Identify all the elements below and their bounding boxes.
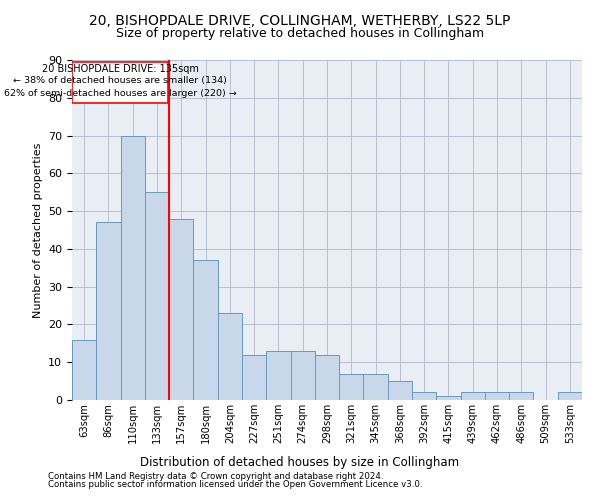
- Bar: [388, 381, 412, 400]
- Bar: [96, 222, 121, 400]
- Bar: [145, 192, 169, 400]
- Text: 20 BISHOPDALE DRIVE: 135sqm: 20 BISHOPDALE DRIVE: 135sqm: [41, 64, 199, 74]
- Bar: [218, 313, 242, 400]
- Bar: [290, 351, 315, 400]
- Text: Distribution of detached houses by size in Collingham: Distribution of detached houses by size …: [140, 456, 460, 469]
- Bar: [509, 392, 533, 400]
- Bar: [558, 392, 582, 400]
- Bar: [242, 354, 266, 400]
- Bar: [461, 392, 485, 400]
- Text: Contains public sector information licensed under the Open Government Licence v3: Contains public sector information licen…: [48, 480, 422, 489]
- Text: Contains HM Land Registry data © Crown copyright and database right 2024.: Contains HM Land Registry data © Crown c…: [48, 472, 383, 481]
- Bar: [266, 351, 290, 400]
- Text: 20, BISHOPDALE DRIVE, COLLINGHAM, WETHERBY, LS22 5LP: 20, BISHOPDALE DRIVE, COLLINGHAM, WETHER…: [89, 14, 511, 28]
- Y-axis label: Number of detached properties: Number of detached properties: [32, 142, 43, 318]
- Bar: [436, 396, 461, 400]
- Bar: [72, 62, 168, 104]
- Text: Size of property relative to detached houses in Collingham: Size of property relative to detached ho…: [116, 28, 484, 40]
- Bar: [364, 374, 388, 400]
- Bar: [169, 218, 193, 400]
- Bar: [412, 392, 436, 400]
- Text: 62% of semi-detached houses are larger (220) →: 62% of semi-detached houses are larger (…: [4, 88, 236, 98]
- Bar: [72, 340, 96, 400]
- Bar: [485, 392, 509, 400]
- Bar: [315, 354, 339, 400]
- Bar: [339, 374, 364, 400]
- Bar: [193, 260, 218, 400]
- Text: ← 38% of detached houses are smaller (134): ← 38% of detached houses are smaller (13…: [13, 76, 227, 86]
- Bar: [121, 136, 145, 400]
